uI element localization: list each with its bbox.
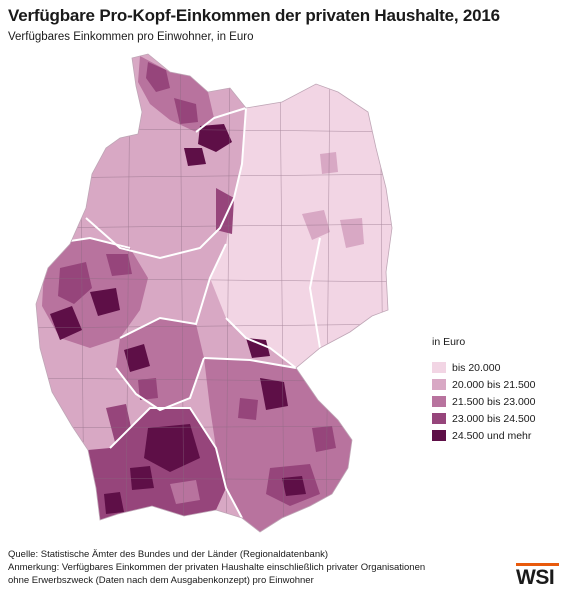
remark-note-line1: Anmerkung: Verfügbares Einkommen der pri…: [8, 562, 426, 573]
legend-swatch: [432, 413, 446, 424]
legend-swatch: [432, 396, 446, 407]
legend-label: 21.500 bis 23.000: [452, 395, 536, 408]
legend-label: 24.500 und mehr: [452, 429, 532, 442]
footer-notes: Quelle: Statistische Ämter des Bundes un…: [8, 548, 453, 587]
wsi-logo: WSI: [516, 563, 559, 588]
legend-label: 20.000 bis 21.500: [452, 378, 536, 391]
legend-label: bis 20.000: [452, 361, 501, 374]
country-outline: [35, 53, 393, 533]
logo-text: WSI: [516, 566, 555, 589]
logo-accent-bar: [516, 563, 559, 566]
district-regions: [36, 54, 392, 532]
remark-note-line2: ohne Erwerbszweck (Daten nach dem Ausgab…: [8, 575, 314, 586]
source-note: Quelle: Statistische Ämter des Bundes un…: [8, 549, 329, 560]
legend-item: 23.000 bis 24.500: [432, 410, 536, 427]
map-subtitle: Verfügbares Einkommen pro Einwohner, in …: [8, 31, 254, 43]
legend-swatch: [432, 362, 446, 373]
legend: in Euro bis 20.000 20.000 bis 21.500 21.…: [432, 336, 536, 444]
legend-item: bis 20.000: [432, 359, 536, 376]
germany-choropleth-map: [35, 53, 393, 533]
legend-swatch: [432, 379, 446, 390]
legend-title: in Euro: [432, 336, 466, 348]
legend-item: 20.000 bis 21.500: [432, 376, 536, 393]
map-title: Verfügbare Pro-Kopf-Einkommen der privat…: [8, 6, 500, 25]
legend-label: 23.000 bis 24.500: [452, 412, 536, 425]
legend-swatch: [432, 430, 446, 441]
legend-item: 21.500 bis 23.000: [432, 393, 536, 410]
legend-item: 24.500 und mehr: [432, 427, 536, 444]
